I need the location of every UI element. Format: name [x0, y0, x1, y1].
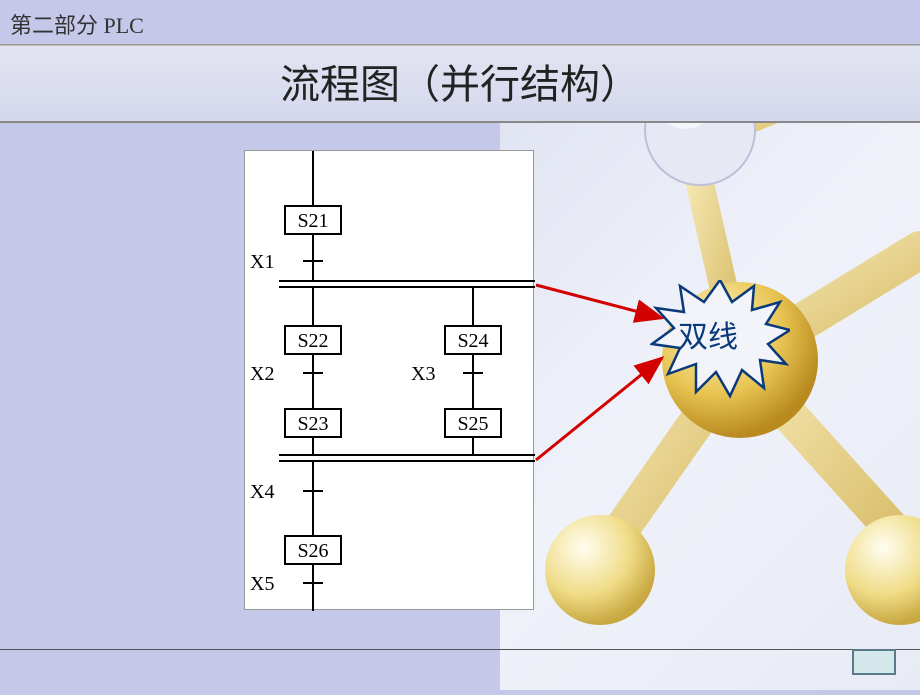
svg-text:S21: S21: [297, 210, 328, 232]
svg-text:S26: S26: [297, 540, 328, 562]
svg-text:X2: X2: [250, 363, 274, 385]
svg-text:X1: X1: [250, 251, 274, 273]
svg-text:X3: X3: [411, 363, 435, 385]
svg-text:S23: S23: [297, 413, 328, 435]
svg-text:X5: X5: [250, 573, 274, 595]
svg-text:X4: X4: [250, 481, 274, 503]
callout-label: 双线: [678, 312, 738, 356]
footer-divider: [0, 649, 920, 650]
breadcrumb-bar: 第二部分 PLC: [0, 0, 920, 45]
svg-text:S25: S25: [457, 413, 488, 435]
svg-text:S24: S24: [457, 330, 488, 352]
svg-text:S22: S22: [297, 330, 328, 352]
flowchart-diagram: S21 S22 S23 S24 S25 S26 X1 X2 X3 X4 X5: [244, 150, 534, 610]
breadcrumb: 第二部分 PLC: [10, 13, 144, 38]
page-title: 流程图（并行结构）: [0, 45, 920, 123]
corner-decoration: [852, 649, 896, 675]
